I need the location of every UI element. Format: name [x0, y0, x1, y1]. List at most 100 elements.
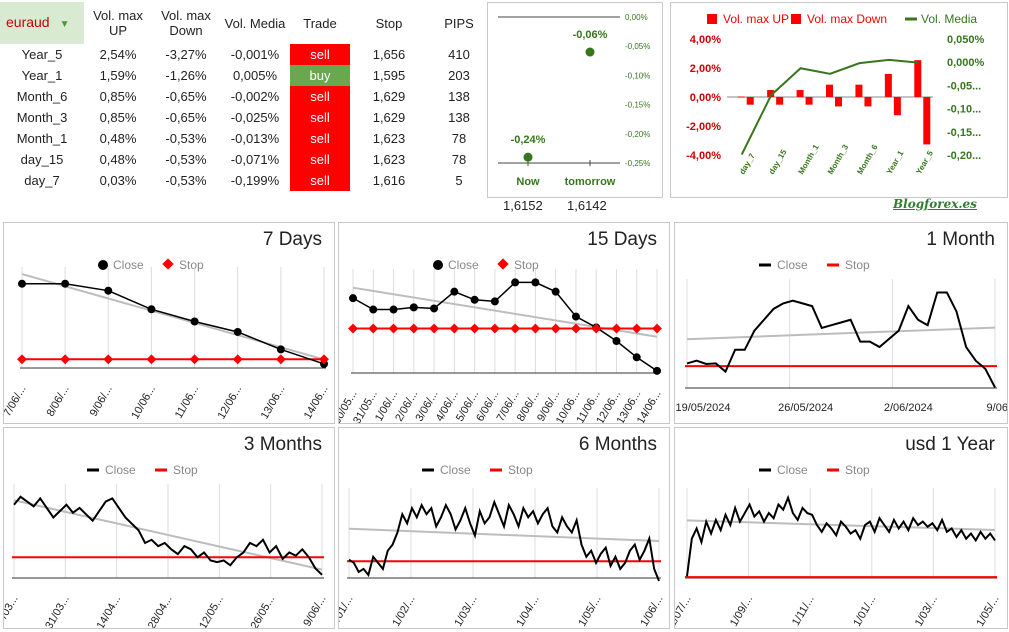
stop-cell: 1,616 [372, 173, 406, 188]
dropdown-arrow-icon[interactable]: ▼ [59, 18, 70, 30]
chart-panel-m1: 1 Month Close Stop 19/05/2024 26/05/2024 2/06… [674, 222, 1008, 424]
legend-label: Vol. Media [921, 12, 977, 26]
series-line-close [348, 499, 660, 582]
bar-vol-down [893, 97, 901, 116]
legend-swatch [433, 260, 443, 270]
stop-point [368, 323, 379, 334]
close-point [349, 294, 357, 303]
line-chart-y1: Close Stop 1/07/... 1/09/... 1/11/... 1/01/..… [675, 463, 1002, 629]
trade-cell: sell [290, 86, 350, 107]
pair-selector[interactable]: euraud ▼ [0, 2, 84, 44]
x-tick-label: 17/03... [4, 594, 21, 629]
y-tick-label-right: -0,10... [947, 104, 981, 116]
x-tick-label: 1/01/... [339, 594, 356, 629]
trend-line [348, 527, 660, 543]
chart-title: usd 1 Year [905, 434, 995, 455]
volatility-panel: Vol. max UP Vol. max Down Vol. Media 4,00% 2… [670, 2, 1008, 198]
x-tick-label: 1/03/... [913, 594, 940, 629]
legend-label: Vol. max UP [723, 12, 789, 26]
trade-cell: buy [290, 65, 350, 86]
x-tick-label: 1/07/... [675, 594, 694, 629]
series-line-close [352, 281, 658, 372]
y-tick-label: -0,10% [625, 71, 650, 80]
stop-point [275, 354, 286, 365]
legend-label: Close [440, 463, 471, 477]
x-tick-label: 1/06/... [638, 594, 665, 629]
price-now: 1,6152 [503, 198, 543, 213]
legend-label: Close [105, 463, 136, 477]
vol-down-cell: -3,27% [165, 47, 207, 62]
bar-vol-up [826, 84, 833, 97]
legend-label: Vol. max Down [807, 12, 887, 26]
data-label: -0,24% [511, 134, 546, 146]
x-tick-label: 1/01/... [851, 594, 878, 629]
stop-cell: 1,629 [372, 89, 406, 104]
pips-cell: 5 [455, 173, 463, 188]
row-label: day_15 [20, 152, 64, 167]
pips-cell: 410 [448, 47, 470, 62]
y-tick-label: -0,15% [625, 101, 650, 110]
close-point [104, 286, 113, 295]
chart-panel-m6: 6 Months Close Stop 1/01/... 1/02/... 1/03/..… [338, 427, 670, 629]
x-tick-label: tomorrow [565, 176, 616, 188]
close-point [430, 304, 439, 313]
table-row: Month_1 0,48% -0,53% -0,013% sell 1,623 78 [0, 128, 490, 149]
chart-panel-y1: usd 1 Year Close Stop 1/07/... 1/09/... 1/11/… [674, 427, 1008, 629]
forecast-point [523, 152, 533, 162]
legend-label: Stop [508, 463, 533, 477]
close-point [511, 278, 520, 287]
stop-cell: 1,656 [372, 47, 406, 62]
bar-vol-down [835, 97, 842, 107]
x-tick-label: 14/06... [302, 384, 331, 422]
x-tick-label: Month_6 [855, 143, 880, 176]
table-row: Year_5 2,54% -3,27% -0,001% sell 1,656 410 [0, 44, 490, 65]
x-tick-label: 11/06... [173, 384, 201, 421]
vol-media-cell: -0,199% [230, 173, 280, 188]
pips-cell: 138 [448, 89, 470, 104]
y-tick-label-left: 2,00% [690, 63, 721, 75]
trend-line [21, 273, 325, 361]
close-point [18, 279, 26, 288]
table-row: day_7 0,03% -0,53% -0,199% sell 1,616 5 [0, 170, 490, 191]
col-header-trade: Trade [303, 15, 337, 31]
vol-down-cell: -0,53% [165, 131, 207, 146]
legend-label: Close [777, 258, 808, 272]
close-point [147, 305, 156, 314]
trade-cell: sell [290, 149, 350, 170]
vol-media-cell: 0,005% [232, 68, 278, 83]
chart-panel-d7: 7 Days Close Stop 7/06/... 8/06/... 9/06/... 1… [3, 222, 335, 424]
line-chart-d7: Close Stop 7/06/... 8/06/... 9/06/... 10/06..… [4, 258, 331, 422]
table-row: day_15 0,48% -0,53% -0,071% sell 1,623 78 [0, 149, 490, 170]
y-tick-label: -0,20% [625, 130, 650, 139]
chart-title: 6 Months [578, 434, 657, 455]
x-tick-label: 1/09/... [728, 594, 755, 629]
legend-label: Close [448, 258, 479, 272]
x-tick-label: 12/05... [197, 594, 226, 629]
x-tick-label: 26/05/2024 [778, 402, 833, 414]
trade-cell: sell [290, 170, 350, 191]
x-tick-label: Month_3 [826, 143, 851, 176]
y-tick-label-left: 0,00% [690, 92, 721, 104]
x-tick-label: 9/06/2024 [987, 402, 1007, 414]
x-tick-label: 31/03... [43, 594, 72, 629]
col-header-stop: Stop [375, 15, 403, 31]
close-point [233, 327, 242, 336]
stop-point [17, 354, 27, 365]
legend-label: Stop [173, 463, 198, 477]
stop-cell: 1,629 [372, 110, 406, 125]
legend-swatch [162, 258, 174, 270]
close-point [409, 303, 418, 312]
stop-point [489, 323, 500, 334]
legend-label: Stop [845, 258, 870, 272]
line-chart-m3: Close Stop 17/03... 31/03... 14/04... 28/04..… [4, 463, 329, 629]
series-line-close [686, 494, 996, 577]
legend-label: Stop [845, 463, 870, 477]
vol-up-cell: 0,48% [99, 131, 137, 146]
pips-cell: 138 [448, 110, 470, 125]
x-tick-label: day_15 [767, 148, 789, 176]
close-point [571, 312, 580, 321]
vol-media-cell: -0,013% [230, 131, 280, 146]
vol-down-cell: -0,65% [165, 110, 207, 125]
stop-point [530, 323, 541, 334]
brand-logo[interactable]: Blogforex.es [893, 197, 977, 211]
